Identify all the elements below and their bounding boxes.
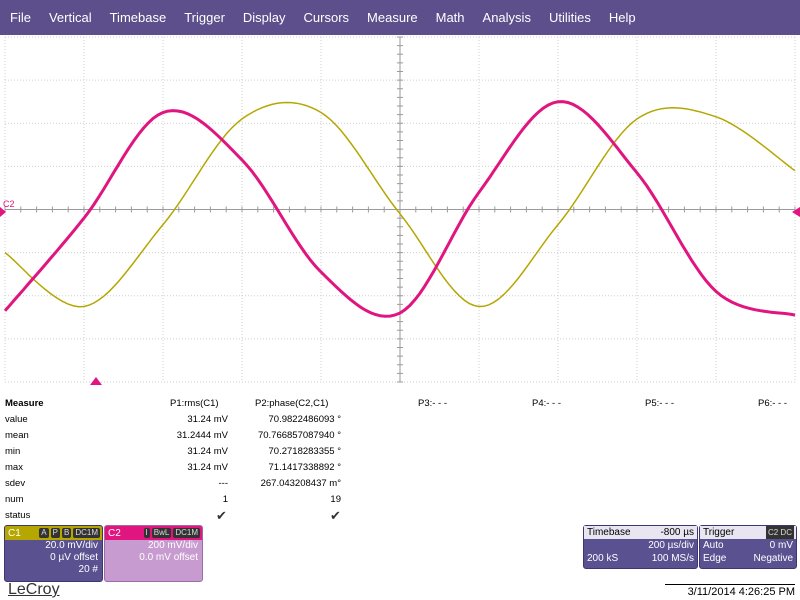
- trigger-type: Edge: [703, 553, 727, 564]
- measure-title: Measure: [5, 398, 44, 409]
- menu-timebase[interactable]: Timebase: [109, 10, 167, 25]
- c1-trace: [4, 101, 796, 308]
- menu-display[interactable]: Display: [242, 10, 286, 25]
- c2-vdiv: 200 mV/div: [147, 540, 198, 551]
- measure-row-label: max: [5, 462, 23, 473]
- menu-bar: File Vertical Timebase Trigger Display Cursor…: [0, 0, 800, 35]
- c1-name: C1: [8, 527, 21, 539]
- datetime-display: 3/11/2014 4:26:25 PM: [665, 584, 795, 598]
- timebase-delay: -800 µs: [660, 527, 694, 538]
- brand-logo: LeCroy: [8, 581, 60, 598]
- timebase-descriptor[interactable]: Timebase -800 µs 200 µs/div 200 kS 100 MS/…: [583, 525, 698, 569]
- c2-marker-label: C2: [3, 199, 15, 209]
- c1-tag-1: P: [50, 528, 60, 538]
- p2-value: 19: [330, 494, 341, 505]
- trigger-position-marker[interactable]: [90, 377, 102, 385]
- menu-trigger[interactable]: Trigger: [184, 10, 225, 25]
- p4-header[interactable]: P4:- - -: [532, 398, 562, 409]
- channel-2-descriptor[interactable]: C2 I BwL DC1M 200 mV/div 0.0 mV offset: [104, 525, 203, 582]
- c2-name: C2: [108, 527, 121, 539]
- c1-count: 20 #: [78, 564, 98, 575]
- c1-tag-0: A: [39, 528, 49, 538]
- measure-table: Measure P1:rms(C1) P2:phase(C2,C1) P3:- …: [0, 395, 800, 525]
- c2-tag-0: I: [143, 528, 150, 538]
- c1-offset: 0 µV offset: [50, 552, 98, 563]
- trigger-label: Trigger: [703, 527, 735, 538]
- c2-trace: [3, 100, 796, 318]
- p2-value: 70.2718283355 °: [268, 446, 341, 457]
- p1-value: 31.2444 mV: [176, 430, 228, 441]
- waveform-grid[interactable]: C2: [0, 35, 800, 385]
- p1-value: 31.24 mV: [187, 462, 228, 473]
- p1-header[interactable]: P1:rms(C1): [170, 398, 219, 409]
- measure-row-label: min: [5, 446, 21, 457]
- p1-value: 1: [222, 494, 228, 505]
- trigger-descriptor[interactable]: Trigger C2 DC Auto 0 mV Edge Negative: [699, 525, 797, 569]
- trigger-badge: C2 DC: [765, 526, 794, 539]
- p2-value: 70.766857087940 °: [257, 430, 341, 441]
- measure-row-label: sdev: [5, 478, 26, 489]
- measure-row-label: value: [5, 414, 28, 425]
- graticule: [4, 36, 796, 383]
- menu-file[interactable]: File: [10, 10, 31, 25]
- menu-cursors[interactable]: Cursors: [303, 10, 350, 25]
- menu-measure[interactable]: Measure: [367, 10, 418, 25]
- p2-status-check-icon: ✔: [330, 508, 341, 523]
- c2-offset: 0.0 mV offset: [139, 552, 198, 563]
- p2-header[interactable]: P2:phase(C2,C1): [255, 398, 329, 409]
- trigger-level-marker[interactable]: [792, 207, 800, 217]
- c1-tag-3: DC1M: [73, 528, 100, 538]
- c2-tag-2: DC1M: [173, 528, 200, 538]
- timebase-tdiv: 200 µs/div: [648, 540, 694, 551]
- menu-analysis[interactable]: Analysis: [482, 10, 531, 25]
- timebase-label: Timebase: [587, 527, 631, 538]
- timebase-rate: 100 MS/s: [651, 553, 694, 564]
- p1-status-check-icon: ✔: [216, 508, 227, 523]
- p3-header[interactable]: P3:- - -: [418, 398, 448, 409]
- c1-tag-2: B: [61, 528, 72, 538]
- trigger-level: 0 mV: [769, 540, 793, 551]
- timebase-samples: 200 kS: [587, 553, 619, 564]
- menu-math[interactable]: Math: [435, 10, 465, 25]
- menu-utilities[interactable]: Utilities: [548, 10, 591, 25]
- c2-tag-1: BwL: [151, 528, 172, 538]
- measure-row-label: mean: [5, 430, 29, 441]
- c1-vdiv: 20.0 mV/div: [45, 540, 98, 551]
- c2-ground-marker-left: [0, 207, 6, 217]
- p2-value: 71.1417338892 °: [268, 462, 341, 473]
- p5-header[interactable]: P5:- - -: [645, 398, 675, 409]
- p1-value: 31.24 mV: [187, 446, 228, 457]
- measure-row-label: status: [5, 510, 31, 521]
- channel-1-descriptor[interactable]: C1 A P B DC1M 20.0 mV/div 0 µV offset 20…: [4, 525, 103, 582]
- menu-vertical[interactable]: Vertical: [48, 10, 92, 25]
- trigger-mode: Auto: [703, 540, 724, 551]
- p2-value: 267.043208437 m°: [260, 478, 341, 489]
- p1-value: 31.24 mV: [187, 414, 228, 425]
- measure-row-label: num: [5, 494, 24, 505]
- p2-value: 70.9822486093 °: [268, 414, 341, 425]
- menu-help[interactable]: Help: [608, 10, 636, 25]
- p1-value: ---: [218, 478, 229, 489]
- trigger-slope: Negative: [753, 553, 793, 564]
- p6-header[interactable]: P6:- - -: [758, 398, 788, 409]
